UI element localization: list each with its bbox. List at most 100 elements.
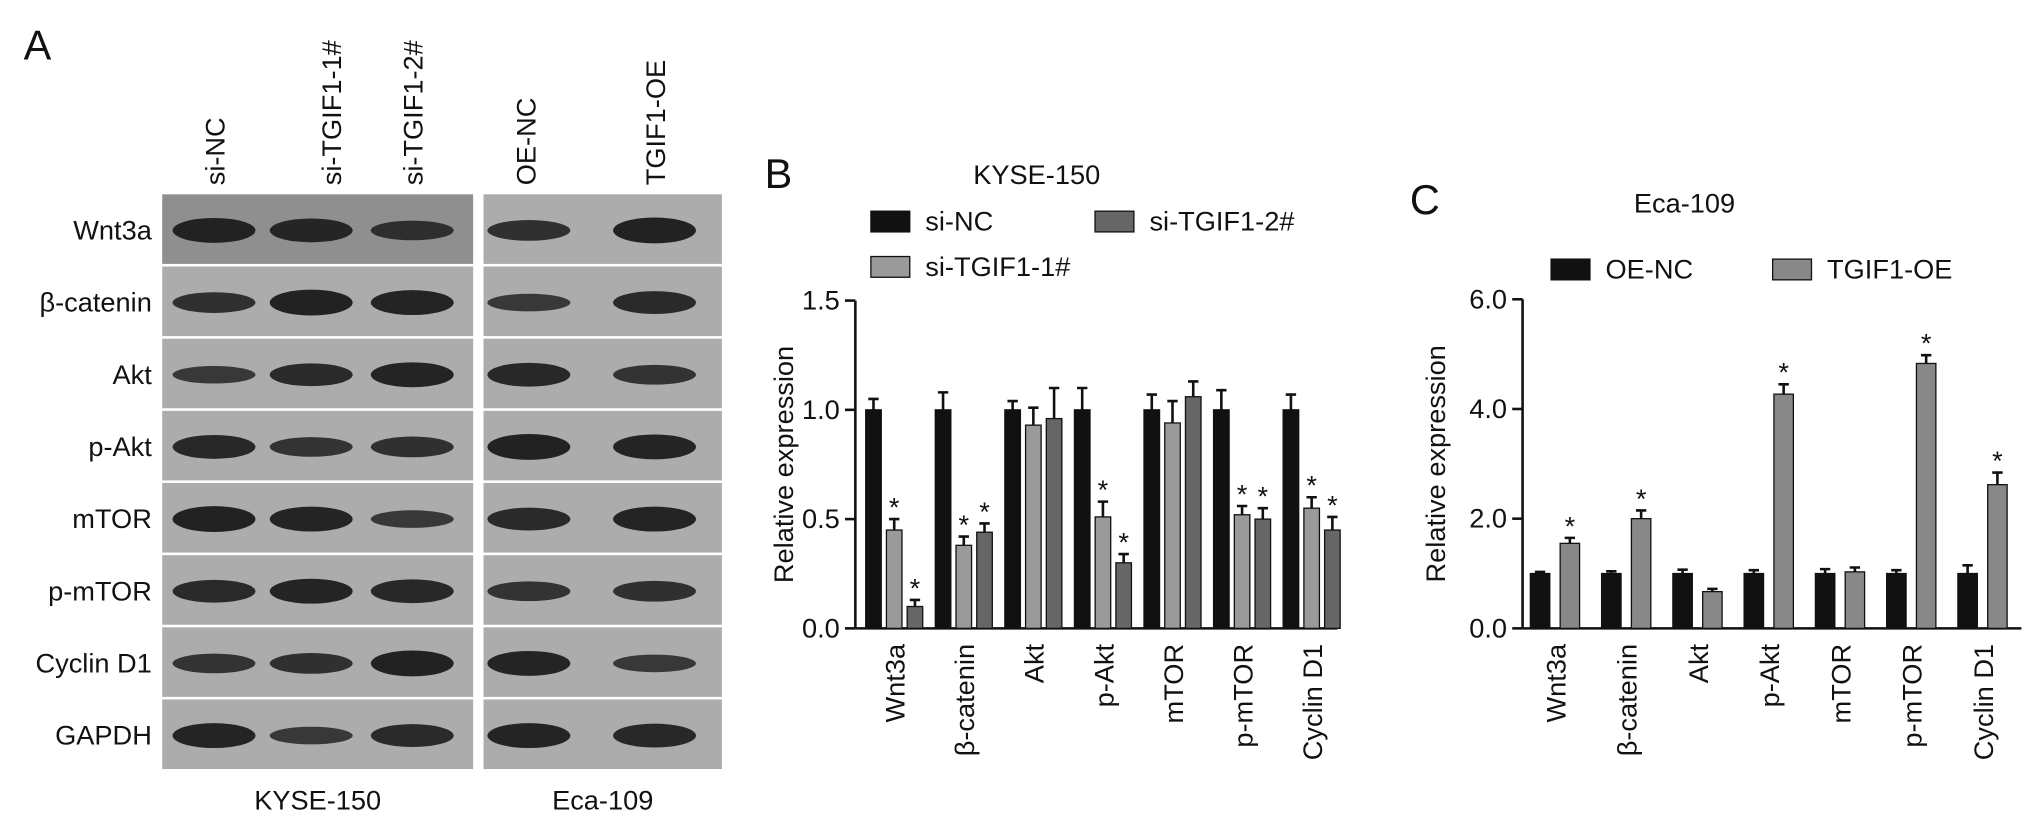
group-label: Eca-109 [552, 785, 653, 816]
blot-band [370, 510, 454, 528]
blot-band [172, 723, 256, 749]
y-tick-label: 4.0 [1469, 393, 1507, 424]
significance: * [1992, 445, 2003, 476]
significance: * [1565, 510, 1576, 541]
bar [1143, 409, 1161, 630]
error-bar [1891, 568, 1902, 574]
significance: * [1237, 478, 1248, 509]
y-tick-label: 0.0 [1469, 612, 1507, 643]
significance: * [889, 492, 900, 523]
chart-title: Eca-109 [1634, 187, 1735, 218]
error-bar [1146, 393, 1157, 410]
bar [976, 531, 993, 630]
blot-band [487, 723, 571, 749]
error-bar [1748, 568, 1760, 574]
blot-band [172, 653, 256, 674]
bar [1184, 396, 1202, 630]
bar [1303, 507, 1321, 630]
legend-swatch [1771, 258, 1813, 281]
error-bar [1849, 566, 1861, 572]
bar [1885, 572, 1907, 630]
bar [1814, 572, 1836, 630]
bar [1844, 571, 1866, 630]
blot-band [613, 291, 696, 314]
legend-label: si-TGIF1-2# [1149, 206, 1294, 237]
significance: * [1921, 328, 1932, 359]
x-tick-label: Akt [1019, 643, 1050, 683]
blot-band [172, 292, 256, 313]
blot-band [269, 437, 353, 457]
significance: * [1118, 526, 1129, 557]
blot-band [370, 290, 454, 316]
bar [1323, 529, 1341, 630]
blot-band [487, 362, 571, 387]
significance: * [1098, 474, 1109, 505]
x-tick-label: mTOR [1825, 644, 1856, 724]
error-bar [889, 517, 900, 531]
blot-band [487, 433, 571, 460]
x-tick-label: p-mTOR [1897, 644, 1928, 748]
y-tick-label: 0.5 [802, 503, 840, 534]
blot-band [269, 363, 353, 387]
bar [885, 529, 903, 630]
blot-band [613, 723, 696, 748]
blot-band [487, 581, 571, 602]
bar [1212, 409, 1230, 630]
y-tick-label: 1.0 [802, 394, 840, 425]
error-bar [1920, 353, 1932, 364]
y-tick-label: 1.5 [802, 285, 840, 316]
bar [1702, 590, 1723, 630]
blot-band [172, 579, 256, 603]
row-label: Cyclin D1 [35, 647, 151, 678]
bar [1164, 422, 1181, 630]
bar [1957, 572, 1978, 630]
blot-band [172, 434, 256, 459]
x-tick-label: Akt [1683, 643, 1714, 683]
error-bar [937, 391, 949, 410]
error-bar [1257, 506, 1268, 520]
blot-band [269, 289, 353, 316]
blot-band [613, 506, 696, 532]
blot-band [487, 293, 571, 312]
legend-swatch [870, 255, 911, 278]
bar [865, 409, 882, 630]
bar [906, 605, 924, 630]
y-tick-label: 0.0 [802, 612, 840, 643]
column-label: TGIF1-OE [640, 60, 671, 185]
blot-band [269, 726, 353, 745]
x-tick-label: p-Akt [1754, 643, 1785, 707]
error-bar [1097, 500, 1109, 517]
bar [1915, 362, 1937, 630]
bar [1600, 572, 1622, 630]
error-bar [1962, 563, 1973, 574]
legend-swatch [870, 210, 911, 233]
significance: * [910, 572, 921, 603]
error-bar [1285, 393, 1297, 410]
row-label: mTOR [72, 503, 152, 534]
error-bar [909, 598, 921, 607]
error-bar [979, 522, 990, 533]
legend-label: TGIF1-OE [1827, 254, 1952, 285]
row-label: p-mTOR [48, 575, 152, 606]
blot-band [172, 217, 256, 243]
bar [1773, 393, 1795, 630]
blot-band [613, 434, 696, 460]
blot-band [370, 724, 454, 747]
error-bar [1216, 388, 1227, 410]
significance: * [958, 509, 969, 540]
error-bar [1564, 536, 1576, 544]
chart-title: KYSE-150 [973, 159, 1100, 190]
column-label: si-TGIF1-1# [316, 40, 347, 185]
panel-label: A [24, 22, 52, 69]
bar [1630, 518, 1652, 630]
bar [1115, 562, 1133, 630]
x-tick-label: mTOR [1158, 644, 1189, 724]
bar [1004, 409, 1022, 630]
significance: * [1778, 357, 1789, 388]
error-bar [1677, 568, 1688, 574]
bar [1529, 572, 1551, 630]
blot-band [172, 365, 256, 384]
row-label: Akt [113, 359, 153, 390]
error-bar [1007, 399, 1018, 410]
